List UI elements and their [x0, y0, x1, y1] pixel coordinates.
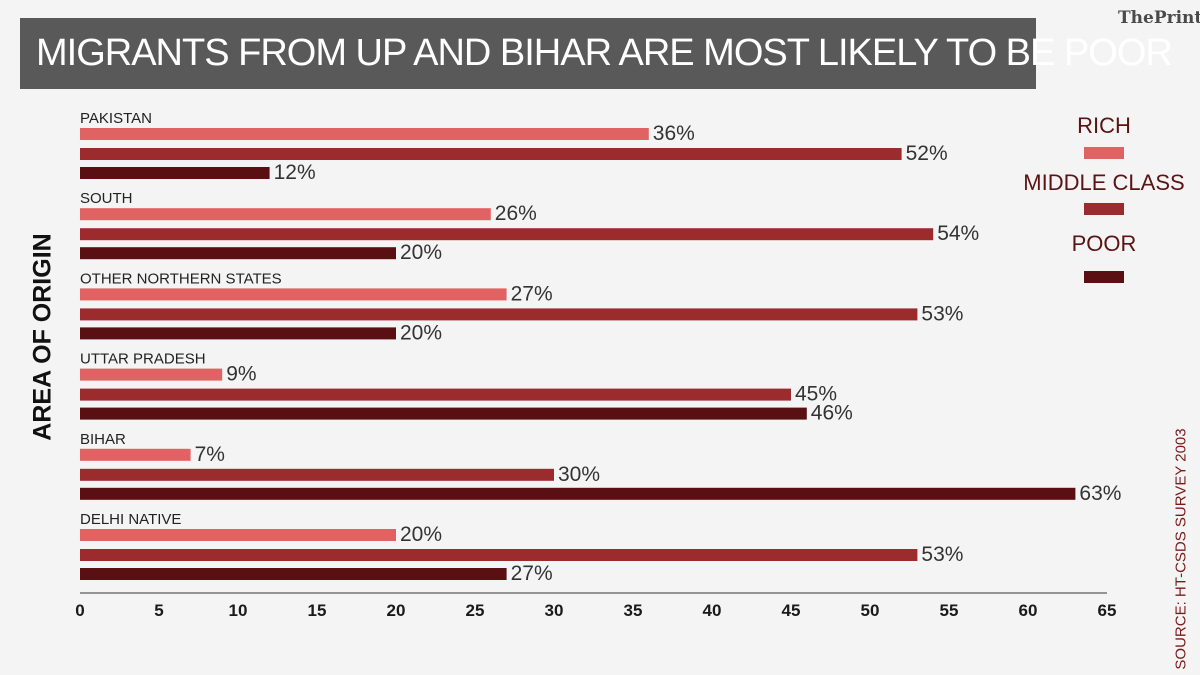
- data-label: 12%: [274, 161, 316, 184]
- data-label: 20%: [400, 241, 442, 264]
- bar-rich-bihar: [80, 448, 191, 461]
- category-label-delhi-native: DELHI NATIVE: [80, 511, 181, 528]
- data-label: 52%: [906, 142, 948, 165]
- bar-poor-south: [80, 247, 396, 260]
- x-tick-label: 20: [387, 601, 406, 620]
- category-label-uttar-pradesh: UTTAR PRADESH: [80, 351, 206, 368]
- bar-middle-class-other-northern-states: [80, 308, 918, 321]
- bar-middle-class-south: [80, 228, 934, 241]
- title-bar: MIGRANTS FROM UP AND BIHAR ARE MOST LIKE…: [20, 18, 1173, 89]
- chart-title: MIGRANTS FROM UP AND BIHAR ARE MOST LIKE…: [36, 32, 1173, 74]
- bar-rich-south: [80, 208, 491, 221]
- x-tick-label: 45: [782, 601, 801, 620]
- legend-swatch-poor: [1084, 271, 1124, 283]
- x-tick-label: 60: [1019, 601, 1038, 620]
- bar-poor-pakistan: [80, 167, 270, 179]
- bar-rich-uttar-pradesh: [80, 368, 223, 381]
- legend-swatch-rich: [1084, 147, 1124, 159]
- x-tick-label: 0: [75, 601, 84, 620]
- x-tick-label: 5: [154, 601, 163, 620]
- data-label: 54%: [937, 222, 979, 245]
- data-label: 27%: [511, 282, 553, 305]
- bar-rich-delhi-native: [80, 529, 396, 541]
- category-label-south: SOUTH: [80, 190, 133, 207]
- bar-poor-delhi-native: [80, 568, 507, 580]
- data-label: 63%: [1079, 482, 1121, 505]
- data-label: 30%: [558, 463, 600, 486]
- data-label: 53%: [921, 302, 963, 325]
- x-tick-label: 50: [861, 601, 880, 620]
- bar-middle-class-bihar: [80, 468, 554, 481]
- bar-poor-uttar-pradesh: [80, 407, 807, 420]
- data-label: 36%: [653, 122, 695, 145]
- bar-poor-other-northern-states: [80, 327, 396, 340]
- bar-middle-class-pakistan: [80, 148, 902, 160]
- data-label: 45%: [795, 383, 837, 406]
- bar-poor-bihar: [80, 487, 1076, 500]
- bar-middle-class-delhi-native: [80, 549, 918, 561]
- data-label: 46%: [811, 402, 853, 425]
- legend-label-poor: POOR: [1072, 231, 1137, 256]
- data-label: 20%: [400, 321, 442, 344]
- bar-middle-class-uttar-pradesh: [80, 388, 791, 401]
- legend-label-middle-class: MIDDLE CLASS: [1023, 170, 1184, 195]
- x-tick-label: 10: [229, 601, 248, 620]
- data-label: 53%: [921, 543, 963, 566]
- category-label-pakistan: PAKISTAN: [80, 110, 152, 127]
- data-label: 7%: [195, 443, 225, 466]
- legend-label-rich: RICH: [1077, 113, 1131, 138]
- x-tick-label: 25: [466, 601, 485, 620]
- data-label: 27%: [511, 562, 553, 585]
- category-label-other-northern-states: OTHER NORTHERN STATES: [80, 270, 282, 287]
- x-tick-label: 65: [1098, 601, 1117, 620]
- bar-rich-pakistan: [80, 128, 649, 140]
- x-tick-label: 35: [624, 601, 643, 620]
- category-label-bihar: BIHAR: [80, 431, 126, 448]
- x-tick-label: 15: [308, 601, 327, 620]
- bar-rich-other-northern-states: [80, 288, 507, 301]
- x-tick-label: 30: [545, 601, 564, 620]
- publisher-logo: ThePrint: [1118, 8, 1200, 28]
- data-label: 26%: [495, 202, 537, 225]
- data-label: 20%: [400, 523, 442, 546]
- data-label: 9%: [226, 363, 256, 386]
- x-tick-label: 40: [703, 601, 722, 620]
- legend-swatch-middle-class: [1084, 203, 1124, 215]
- x-tick-label: 55: [940, 601, 959, 620]
